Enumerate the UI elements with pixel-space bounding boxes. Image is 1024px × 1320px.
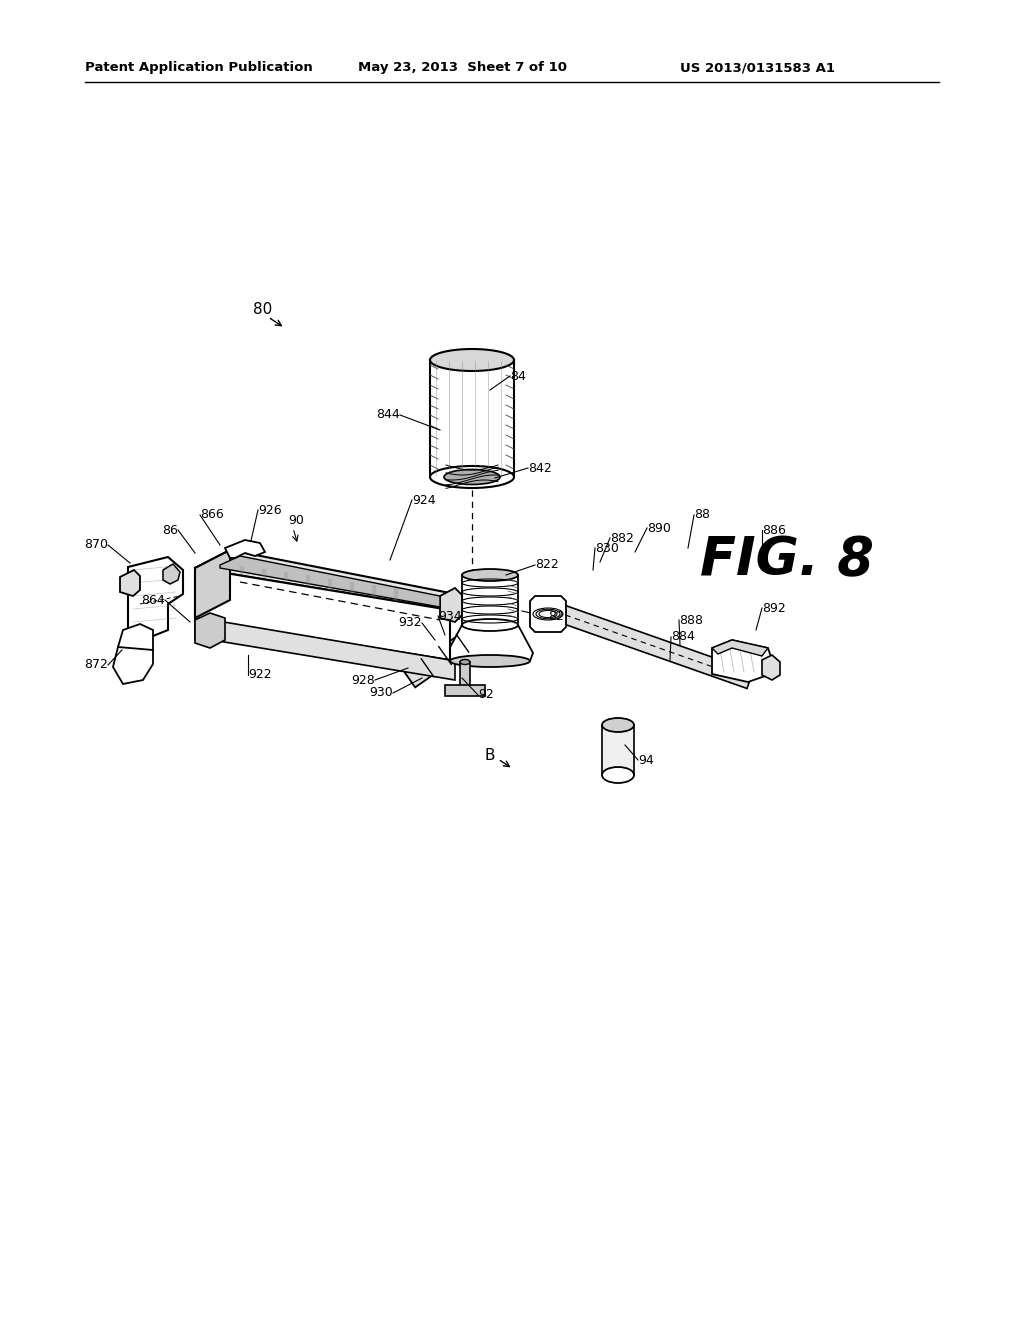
Polygon shape [712, 640, 772, 682]
Polygon shape [195, 550, 450, 610]
Text: 86: 86 [162, 524, 178, 536]
Text: 934: 934 [438, 610, 462, 623]
Text: 886: 886 [762, 524, 785, 536]
Text: 866: 866 [200, 508, 224, 521]
Text: 90: 90 [288, 513, 304, 527]
Text: FIG. 8: FIG. 8 [700, 535, 874, 586]
Polygon shape [195, 612, 225, 648]
Text: 82: 82 [548, 610, 564, 623]
Polygon shape [404, 623, 485, 688]
Text: 92: 92 [478, 689, 494, 701]
Ellipse shape [602, 767, 634, 783]
Ellipse shape [602, 718, 634, 733]
Text: 882: 882 [610, 532, 634, 544]
Text: 822: 822 [535, 558, 559, 572]
Text: 924: 924 [412, 494, 435, 507]
Text: US 2013/0131583 A1: US 2013/0131583 A1 [680, 62, 835, 74]
Polygon shape [460, 663, 470, 692]
Polygon shape [440, 587, 462, 622]
Polygon shape [445, 685, 485, 696]
Text: 884: 884 [671, 631, 695, 644]
Polygon shape [712, 640, 768, 656]
Text: 928: 928 [351, 673, 375, 686]
Text: B: B [484, 747, 495, 763]
Polygon shape [530, 597, 566, 632]
Text: 888: 888 [679, 614, 703, 627]
Text: 930: 930 [370, 686, 393, 700]
Text: Patent Application Publication: Patent Application Publication [85, 62, 312, 74]
Text: 892: 892 [762, 602, 785, 615]
Text: 80: 80 [253, 302, 272, 318]
Polygon shape [118, 624, 153, 664]
Text: 830: 830 [595, 541, 618, 554]
Polygon shape [447, 624, 534, 661]
Polygon shape [113, 647, 153, 684]
Polygon shape [534, 597, 753, 689]
Text: 922: 922 [248, 668, 271, 681]
Text: 872: 872 [84, 659, 108, 672]
Ellipse shape [450, 655, 530, 667]
Polygon shape [602, 725, 634, 775]
Polygon shape [120, 570, 140, 597]
Text: 88: 88 [694, 508, 710, 521]
Text: 844: 844 [376, 408, 400, 421]
Text: 84: 84 [510, 370, 526, 383]
Ellipse shape [430, 348, 514, 371]
Ellipse shape [462, 569, 518, 581]
Text: 842: 842 [528, 462, 552, 474]
Text: 870: 870 [84, 539, 108, 552]
Polygon shape [762, 655, 780, 680]
Polygon shape [225, 540, 265, 558]
Polygon shape [128, 557, 183, 640]
Text: 932: 932 [398, 616, 422, 630]
Text: May 23, 2013  Sheet 7 of 10: May 23, 2013 Sheet 7 of 10 [358, 62, 567, 74]
Text: 926: 926 [258, 503, 282, 516]
Ellipse shape [430, 466, 514, 488]
Ellipse shape [462, 619, 518, 631]
Ellipse shape [460, 660, 470, 664]
Polygon shape [195, 568, 450, 660]
Polygon shape [163, 564, 180, 583]
Polygon shape [220, 556, 440, 607]
Polygon shape [430, 360, 514, 477]
Polygon shape [462, 576, 518, 624]
Ellipse shape [444, 470, 500, 484]
Polygon shape [195, 550, 230, 618]
Text: 94: 94 [638, 754, 653, 767]
Text: 864: 864 [141, 594, 165, 606]
Text: 890: 890 [647, 521, 671, 535]
Polygon shape [195, 618, 455, 680]
